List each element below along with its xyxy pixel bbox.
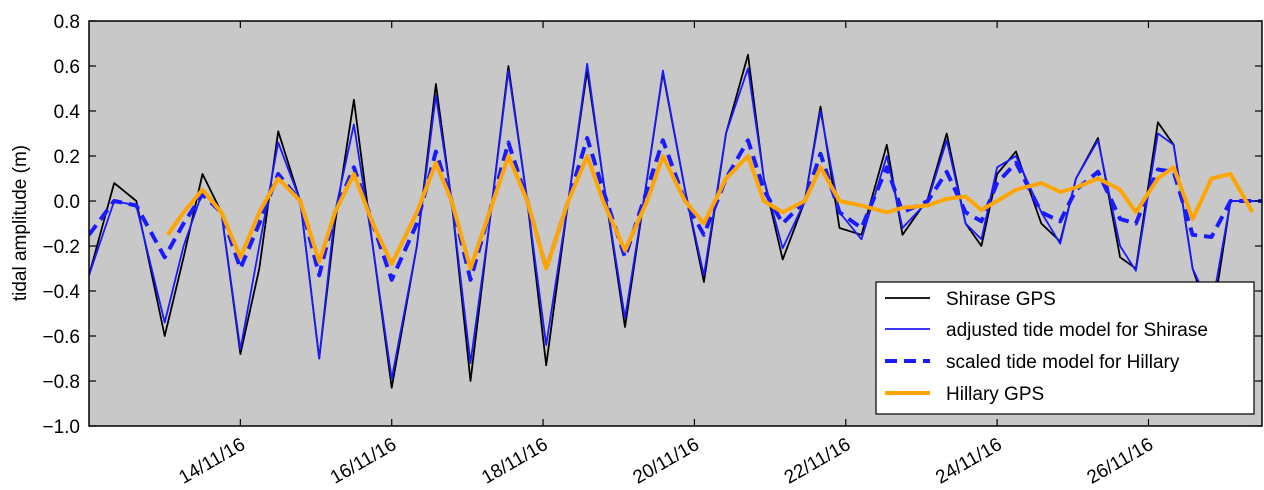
y-tick-label: 0.6 [54, 57, 80, 78]
legend-entry: scaled tide model for Hillary [885, 352, 1180, 373]
y-tick-label: 0.0 [54, 192, 80, 213]
legend-label: scaled tide model for Hillary [946, 352, 1180, 373]
series-line-3 [166, 154, 1255, 271]
x-tick-label: 16/11/16 [327, 434, 400, 488]
series-layer [89, 53, 1262, 389]
x-tick-label: 14/11/16 [176, 434, 249, 488]
legend-box [875, 281, 1255, 415]
x-tick-label: 18/11/16 [478, 434, 551, 488]
y-tick-label: 0.4 [54, 102, 81, 123]
legend-label: Hillary GPS [946, 384, 1044, 405]
x-tick-label: 20/11/16 [630, 434, 703, 488]
y-tick-label: −0.2 [42, 237, 80, 258]
y-axis-label: tidal amplitude (m) [10, 145, 31, 301]
legend-entry: Hillary GPS [885, 384, 1044, 405]
x-tick-label: 24/11/16 [932, 434, 1005, 488]
legend-label: adjusted tide model for Shirase [946, 320, 1208, 341]
y-tick-label: 0.2 [54, 147, 80, 168]
y-tick-label: −0.6 [42, 327, 80, 348]
legend-label: Shirase GPS [946, 289, 1056, 310]
y-tick-label: 0.8 [54, 12, 80, 33]
plot-frame [88, 20, 1263, 427]
x-tick-label: 26/11/16 [1084, 434, 1157, 488]
y-tick-label: −1.0 [42, 417, 80, 438]
x-tick-label: 22/11/16 [781, 434, 854, 488]
y-tick-label: −0.8 [42, 372, 80, 393]
y-axis: −1.0 −0.8 −0.6 −0.4 −0.2 0.0 0.2 0.4 0.6 0.8 [42, 12, 1262, 438]
legend-entry: adjusted tide model for Shirase [885, 320, 1208, 341]
y-tick-label: −0.4 [42, 282, 80, 303]
legend-entry: Shirase GPS [885, 289, 1056, 310]
legend: Shirase GPS adjusted tide model for Shir… [875, 281, 1255, 415]
